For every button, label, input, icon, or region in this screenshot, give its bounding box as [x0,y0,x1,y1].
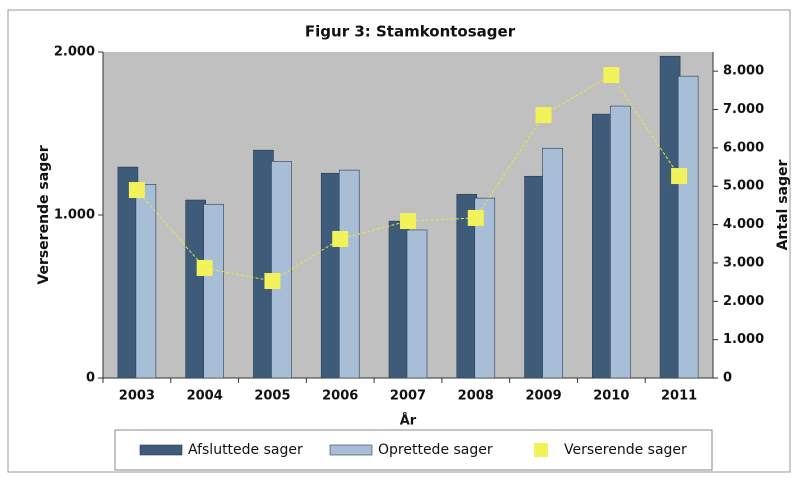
y2-tick-label: 4.000 [723,217,764,232]
y2-tick-label: 7.000 [723,102,764,117]
bar [659,55,681,379]
y2-tick-label: 0 [723,371,732,386]
bar [253,149,274,379]
x-tick-label: 2006 [322,389,358,404]
x-tick-label: 2010 [593,389,629,404]
bar [338,169,360,379]
x-tick-label: 2005 [254,389,290,404]
marker [603,66,620,83]
bar [406,229,428,379]
y-tick-label: 0 [86,371,95,386]
x-tick-label: 2003 [119,389,155,404]
marker [467,209,484,226]
y-axis-label: Verserende sager [36,145,52,284]
legend [114,429,713,471]
marker [332,230,349,247]
legend-swatch [139,444,183,456]
bar [592,113,613,379]
x-tick-label: 2009 [525,389,561,404]
y-tick-label: 2.000 [54,45,95,60]
legend-label: Oprettede sager [378,442,493,458]
y2-tick-label: 8.000 [723,64,764,79]
marker [535,107,552,124]
y2-tick-label: 1.000 [723,332,764,347]
legend-swatch [534,443,548,457]
bar [474,197,496,379]
x-axis-label: År [400,413,417,429]
bar [117,166,139,379]
bar [610,105,631,379]
y2-tick-label: 6.000 [723,140,764,155]
bar [203,203,224,379]
y2-axis-label: Antal sager [775,160,791,251]
x-tick-label: 2011 [661,389,697,404]
bar [135,184,157,379]
legend-label: Verserende sager [564,442,687,458]
legend-label: Afsluttede sager [188,442,303,458]
marker [400,213,416,230]
marker [196,259,213,276]
y2-tick-label: 3.000 [723,255,764,270]
bar [524,175,545,379]
y2-tick-label: 2.000 [723,294,764,309]
y-tick-label: 1.000 [54,208,95,223]
bar [388,220,410,379]
bar [677,75,699,379]
legend-swatch [329,444,373,456]
marker [128,182,145,199]
bar [320,172,342,379]
bar [185,199,206,379]
marker [671,168,688,185]
x-tick-label: 2007 [390,389,426,404]
marker [264,273,281,290]
x-tick-label: 2004 [187,389,223,404]
y2-tick-label: 5.000 [723,179,764,194]
bar [542,147,563,379]
bar [271,161,292,379]
x-tick-label: 2008 [458,389,494,404]
chart-title: Figur 3: Stamkontosager [305,23,516,41]
